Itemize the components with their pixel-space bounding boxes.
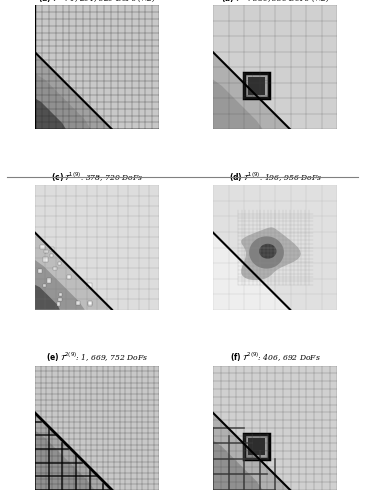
Polygon shape [213,440,263,490]
Bar [58,262,61,265]
Polygon shape [35,186,159,310]
Polygon shape [213,366,337,490]
Title: $\mathbf{(d)}$ $\mathcal{T}^{1(9)}$: 196, 956 DoFs: $\mathbf{(d)}$ $\mathcal{T}^{1(9)}$: 196… [229,171,322,184]
Bar [43,284,46,287]
Bar [88,301,92,304]
Polygon shape [35,52,112,130]
Bar [66,274,70,278]
Bar [50,254,53,257]
Polygon shape [35,186,159,310]
Polygon shape [213,366,337,490]
Bar [87,283,92,288]
Polygon shape [35,413,112,490]
Bar [50,248,54,250]
Polygon shape [35,74,91,130]
Bar [40,245,45,249]
Bar [57,302,61,306]
Polygon shape [35,260,85,310]
Bar [38,269,42,274]
Bar [43,250,46,253]
Bar [58,298,62,301]
Polygon shape [213,52,290,130]
Polygon shape [35,366,159,490]
Title: $\mathbf{(a)}$ $\mathcal{T}^{(9)}$: 1, 204, 920 DoFs ($\times$2): $\mathbf{(a)}$ $\mathcal{T}^{(9)}$: 1, 2… [38,0,156,4]
Polygon shape [35,366,159,490]
Polygon shape [35,98,66,130]
Bar [76,301,80,304]
Polygon shape [213,5,337,130]
Title: $\mathbf{(e)}$ $\mathcal{T}^{2(9)}$: 1, 669, 752 DoFs: $\mathbf{(e)}$ $\mathcal{T}^{2(9)}$: 1, … [46,351,148,364]
Polygon shape [248,77,265,94]
Title: $\mathbf{(b)}$ $\mathcal{T}^{(9)}$: 380, 556 DoFs ($\times$2): $\mathbf{(b)}$ $\mathcal{T}^{(9)}$: 380,… [221,0,330,4]
Polygon shape [249,236,284,268]
Bar [45,250,47,252]
Bar [59,293,62,296]
Polygon shape [248,438,265,455]
Polygon shape [213,5,337,130]
Polygon shape [213,413,290,490]
Polygon shape [35,232,112,310]
Polygon shape [259,244,276,258]
Polygon shape [35,430,95,490]
Bar [88,302,92,306]
Polygon shape [213,186,337,310]
Polygon shape [241,228,301,280]
Bar [53,266,57,270]
Polygon shape [213,186,337,310]
Title: $\mathbf{(f)}$ $\mathcal{T}^{2(9)}$: 406, 692 DoFs: $\mathbf{(f)}$ $\mathcal{T}^{2(9)}$: 406… [230,351,320,364]
Title: $\mathbf{(c)}$ $\mathcal{T}^{1(9)}$: 378, 720 DoFs: $\mathbf{(c)}$ $\mathcal{T}^{1(9)}$: 378… [51,171,143,184]
Polygon shape [213,80,263,130]
Bar [43,257,48,262]
Polygon shape [35,285,60,310]
Polygon shape [35,5,159,130]
Bar [47,278,51,282]
Polygon shape [35,5,159,130]
